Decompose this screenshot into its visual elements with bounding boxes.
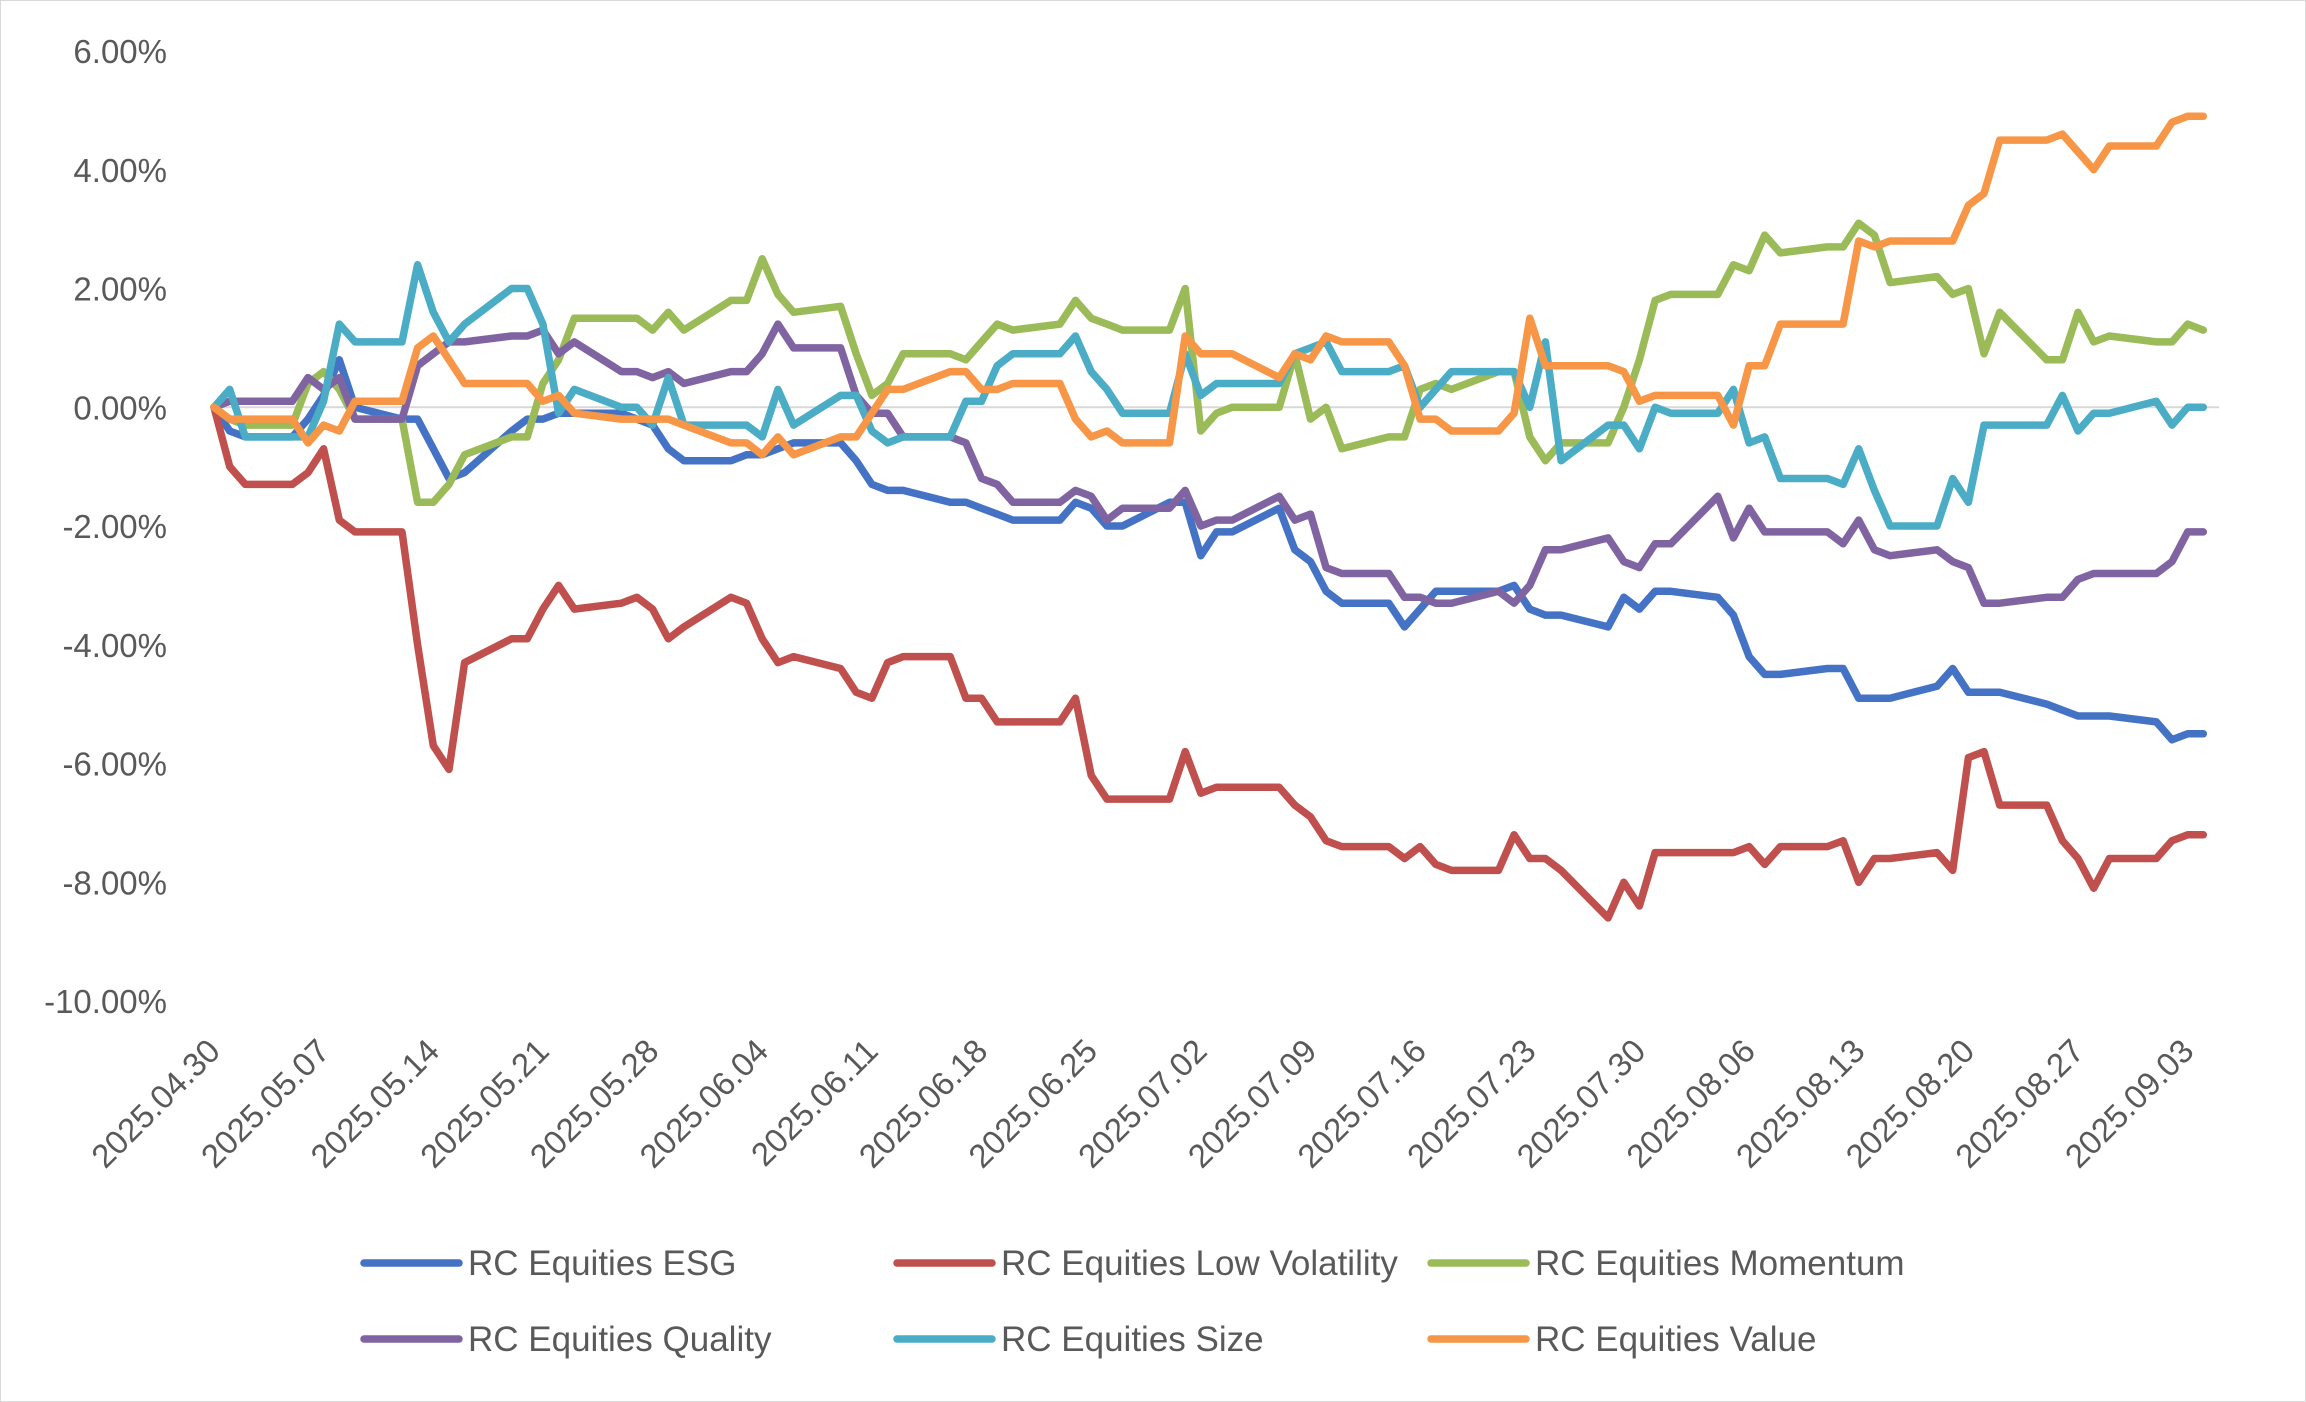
legend-item-rc-equities-low-volatility: RC Equities Low Volatility xyxy=(893,1244,1398,1283)
legend-label: RC Equities Low Volatility xyxy=(1001,1244,1398,1283)
series-lines xyxy=(210,112,2208,922)
y-tick-label: -6.00% xyxy=(62,746,167,783)
y-tick-label: -8.00% xyxy=(62,864,167,901)
legend-label: RC Equities Value xyxy=(1535,1320,1816,1359)
y-tick-label: -2.00% xyxy=(62,508,167,545)
y-axis-tick-labels: 6.00% 4.00% 2.00% 0.00% -2.00% -4.00% -6.00% -8… xyxy=(44,33,167,1020)
y-tick-label: 6.00% xyxy=(73,33,167,70)
series-line-rc-equities-low-volatility xyxy=(210,403,2208,922)
legend-item-rc-equities-size: RC Equities Size xyxy=(893,1320,1264,1359)
y-tick-label: 0.00% xyxy=(73,389,167,426)
y-tick-label: -4.00% xyxy=(62,627,167,664)
legend-item-rc-equities-esg: RC Equities ESG xyxy=(360,1244,736,1283)
series-line-rc-equities-quality xyxy=(210,320,2208,607)
y-tick-label: 2.00% xyxy=(73,271,167,308)
legend-item-rc-equities-quality: RC Equities Quality xyxy=(360,1320,772,1359)
legend-label: RC Equities ESG xyxy=(468,1244,736,1283)
series-line-rc-equities-momentum xyxy=(210,219,2208,507)
legend-item-rc-equities-value: RC Equities Value xyxy=(1427,1320,1816,1359)
legend: RC Equities ESG RC Equities Low Volatilit… xyxy=(360,1244,1905,1359)
legend-item-rc-equities-momentum: RC Equities Momentum xyxy=(1427,1244,1905,1283)
y-tick-label: -10.00% xyxy=(44,983,167,1020)
legend-label: RC Equities Momentum xyxy=(1535,1244,1905,1283)
series-line-rc-equities-esg xyxy=(210,356,2208,744)
series-line-rc-equities-size xyxy=(210,261,2208,530)
series-line-rc-equities-value xyxy=(210,112,2208,459)
x-axis-tick-labels: 2025.04.302025.05.072025.05.142025.05.21… xyxy=(84,1032,2201,1175)
legend-label: RC Equities Size xyxy=(1001,1320,1264,1359)
y-tick-label: 4.00% xyxy=(73,152,167,189)
legend-label: RC Equities Quality xyxy=(468,1320,772,1359)
